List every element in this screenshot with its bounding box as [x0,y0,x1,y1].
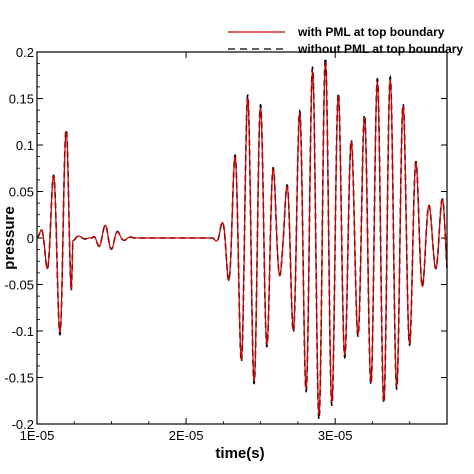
y-tick-label: -0.2 [12,417,34,432]
y-axis-ticks: 0.2 0.15 0.1 0.05 0 -0.05 -0.1 -0.15 -0.2 [4,45,447,432]
legend: with PML at top boundary without PML at … [228,25,463,56]
y-tick-label: 0.2 [16,45,34,60]
plot-series [36,56,448,422]
x-axis-ticks: 1E-05 2E-05 3E-05 [20,52,411,443]
y-tick-label: 0 [27,231,34,246]
y-axis-title: pressure [1,206,18,269]
x-tick-label: 1E-05 [20,428,55,443]
legend-label-with-pml: with PML at top boundary [297,25,445,39]
x-tick-label: 3E-05 [318,428,353,443]
y-tick-label: 0.1 [16,138,34,153]
y-tick-label: -0.1 [12,324,34,339]
y-tick-label: 0.05 [9,185,34,200]
y-tick-label: -0.15 [4,371,34,386]
series-line-with-pml [36,61,448,417]
x-tick-label: 2E-05 [169,428,204,443]
y-tick-label: -0.05 [4,278,34,293]
legend-label-without-pml: without PML at top boundary [297,42,463,56]
y-tick-label: 0.15 [9,92,34,107]
x-axis-title: time(s) [215,445,264,462]
plot-frame [36,51,448,425]
